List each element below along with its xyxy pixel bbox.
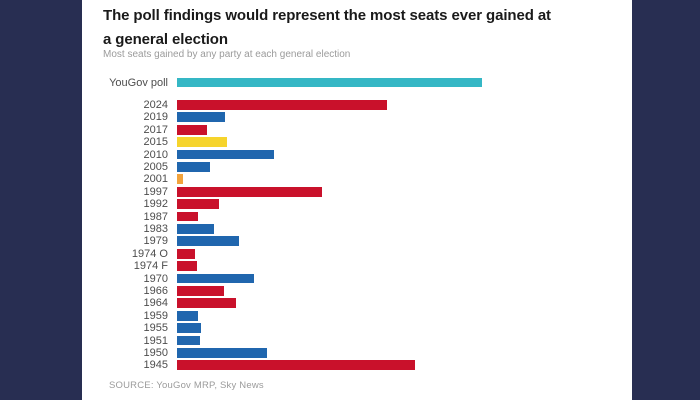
bar	[177, 360, 416, 371]
category-label: 1950	[143, 347, 168, 359]
bar	[177, 236, 239, 247]
bar	[177, 77, 482, 88]
category-label: 2005	[143, 161, 168, 173]
bar	[177, 348, 267, 358]
category-label: 1974 F	[133, 260, 168, 273]
category-label: 2015	[143, 136, 168, 149]
bar-row: 2005	[82, 161, 632, 173]
category-label: 1964	[143, 297, 168, 310]
bar-row: 1997	[82, 186, 632, 198]
category-label: 2017	[143, 123, 168, 136]
bar	[177, 162, 210, 172]
category-label: 1992	[143, 198, 168, 211]
category-label: 2019	[143, 111, 168, 124]
chart-subtitle: Most seats gained by any party at each g…	[103, 49, 351, 60]
bar-row: 2010	[82, 149, 632, 161]
bar	[177, 211, 198, 222]
category-label: 1966	[143, 285, 168, 297]
category-label: 1959	[143, 309, 168, 322]
bar-row: 2019	[82, 111, 632, 123]
bar	[177, 273, 254, 284]
source-note: SOURCE: YouGov MRP, Sky News	[109, 380, 264, 391]
bar	[177, 248, 195, 259]
chart-title-line1: The poll findings would represent the mo…	[103, 7, 551, 24]
bar-row: 2024	[82, 99, 632, 111]
bar	[177, 174, 183, 185]
bar-row: 1987	[82, 211, 632, 223]
category-label: 1987	[143, 210, 168, 223]
bar	[177, 124, 207, 135]
bar	[177, 199, 219, 209]
category-label: 1955	[143, 322, 168, 335]
bar	[177, 100, 388, 110]
bar-row: 1964	[82, 297, 632, 309]
category-label: 1974 O	[131, 247, 168, 260]
bar-row: 2015	[82, 136, 632, 148]
bar	[177, 298, 236, 309]
category-label: 2010	[143, 148, 168, 161]
bar-row: 1950	[82, 347, 632, 359]
bar-row: 1974 F	[82, 260, 632, 272]
category-label: 1979	[143, 235, 168, 248]
category-label: YouGov poll	[109, 76, 168, 89]
category-label: 2001	[143, 173, 168, 186]
bar	[177, 261, 197, 271]
bar	[177, 112, 225, 123]
bar-row: 1983	[82, 223, 632, 235]
bar-row: 1945	[82, 359, 632, 371]
category-label: 1983	[143, 223, 168, 235]
bar-row: 2001	[82, 173, 632, 185]
bar	[177, 286, 224, 296]
bar	[177, 137, 227, 147]
bar-row: 1955	[82, 322, 632, 334]
bar-row: 1974 O	[82, 248, 632, 260]
category-label: 1945	[143, 359, 168, 372]
bar-row: 1970	[82, 273, 632, 285]
bar	[177, 149, 274, 160]
bar-row: 1959	[82, 310, 632, 322]
bar	[177, 310, 198, 321]
bar-chart: YouGov poll 2024 2019 2017 2015 2010 2005 2001 1…	[82, 0, 632, 400]
bar-row: YouGov poll	[82, 77, 632, 89]
bar	[177, 224, 214, 234]
category-label: 1951	[143, 334, 168, 347]
category-label: 1970	[143, 272, 168, 285]
bar	[177, 186, 322, 197]
bar-row: 1951	[82, 335, 632, 347]
chart-title: The poll findings would represent the mo…	[103, 4, 603, 52]
bar	[177, 335, 200, 346]
category-label: 2024	[143, 99, 168, 111]
bar	[177, 323, 201, 333]
bar-row: 1992	[82, 198, 632, 210]
bar-row: 1966	[82, 285, 632, 297]
chart-panel: The poll findings would represent the mo…	[82, 0, 632, 400]
chart-title-line2: a general election	[103, 31, 228, 48]
bar-row: 2017	[82, 124, 632, 136]
bar-row: 1979	[82, 235, 632, 247]
category-label: 1997	[143, 185, 168, 198]
